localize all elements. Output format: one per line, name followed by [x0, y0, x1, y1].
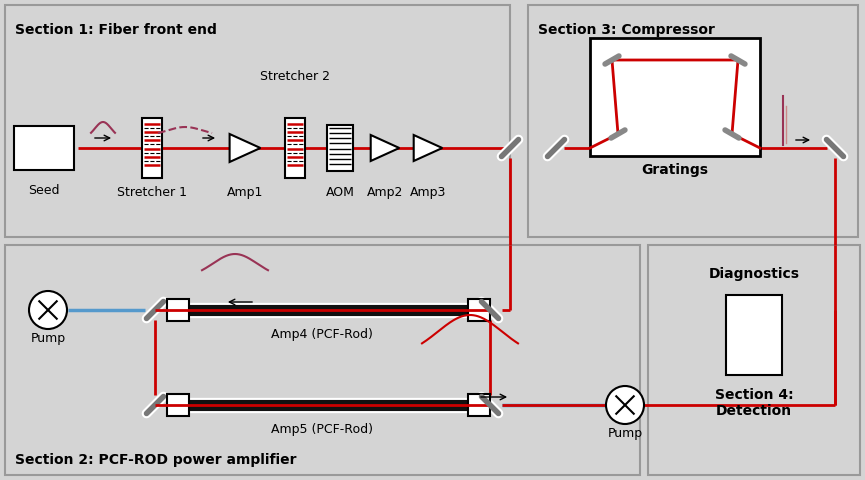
- Text: Amp5 (PCF-Rod): Amp5 (PCF-Rod): [271, 423, 373, 436]
- Polygon shape: [413, 135, 442, 161]
- Bar: [14, 126, 74, 170]
- Bar: [468, 299, 490, 321]
- Text: AOM: AOM: [325, 186, 355, 199]
- Text: Amp1: Amp1: [227, 186, 263, 199]
- Polygon shape: [371, 135, 400, 161]
- Bar: [590, 38, 760, 156]
- Circle shape: [606, 386, 644, 424]
- Bar: [468, 394, 490, 416]
- Text: Gratings: Gratings: [642, 163, 708, 177]
- Text: Amp4 (PCF-Rod): Amp4 (PCF-Rod): [271, 328, 373, 341]
- Bar: [528, 5, 858, 237]
- Polygon shape: [229, 134, 260, 162]
- Bar: [726, 295, 782, 375]
- Text: Pump: Pump: [607, 427, 643, 440]
- Bar: [142, 118, 162, 178]
- Text: Section 3: Compressor: Section 3: Compressor: [538, 23, 714, 37]
- Bar: [167, 299, 189, 321]
- Text: Stretcher 2: Stretcher 2: [260, 70, 330, 83]
- Text: Stretcher 1: Stretcher 1: [117, 186, 187, 199]
- Text: Amp2: Amp2: [367, 186, 403, 199]
- Circle shape: [29, 291, 67, 329]
- Text: Section 2: PCF-ROD power amplifier: Section 2: PCF-ROD power amplifier: [15, 453, 297, 467]
- Text: Section 1: Fiber front end: Section 1: Fiber front end: [15, 23, 217, 37]
- Bar: [5, 5, 510, 237]
- Text: Amp3: Amp3: [410, 186, 446, 199]
- Bar: [167, 394, 189, 416]
- Bar: [327, 125, 353, 171]
- Bar: [648, 245, 860, 475]
- Text: Diagnostics: Diagnostics: [708, 267, 799, 281]
- Bar: [5, 245, 640, 475]
- Text: Section 4:
Detection: Section 4: Detection: [714, 388, 793, 418]
- Text: Pump: Pump: [30, 332, 66, 345]
- Bar: [285, 118, 305, 178]
- Text: Seed: Seed: [29, 184, 60, 197]
